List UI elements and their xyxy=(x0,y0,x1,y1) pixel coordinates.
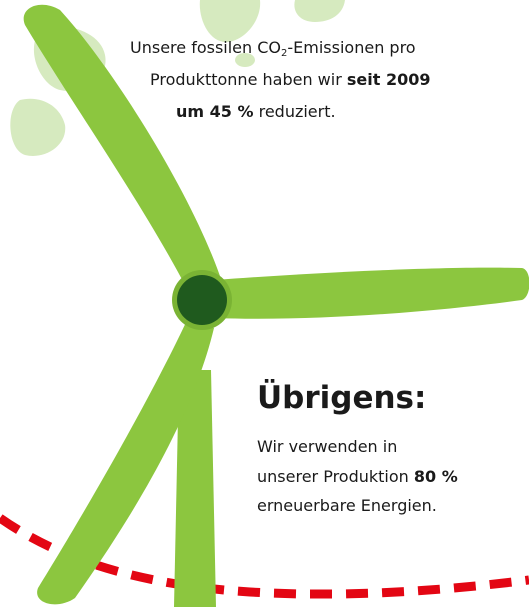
bold-text: seit 2009 xyxy=(347,70,431,89)
hub xyxy=(177,275,227,325)
note-line: Produkttonne haben wir seit 2009 xyxy=(150,70,430,90)
sidebar-line: Wir verwenden in xyxy=(257,437,397,457)
bold-text: 80 % xyxy=(414,467,458,486)
text: reduziert. xyxy=(259,102,336,121)
blade xyxy=(215,268,529,319)
page: {"emissions_note":{"line1":{"text":"Unse… xyxy=(0,0,529,607)
heading: Übrigens: xyxy=(257,380,426,416)
note-line: um 45 % reduziert. xyxy=(176,102,336,122)
sidebar-line: erneuerbare Energien. xyxy=(257,496,437,516)
sidebar-line: unserer Produktion 80 % xyxy=(257,467,458,487)
text: Produkttonne haben wir xyxy=(150,70,342,89)
text: unserer Produktion xyxy=(257,467,409,486)
infographic: Unsere fossilen CO2-Emissionen pro Produ… xyxy=(0,0,529,607)
note-line: Unsere fossilen CO2-Emissionen pro xyxy=(130,38,416,58)
bold-text: um 45 % xyxy=(176,102,254,121)
text: Unsere fossilen CO xyxy=(130,38,281,57)
text: -Emissionen pro xyxy=(287,38,415,57)
